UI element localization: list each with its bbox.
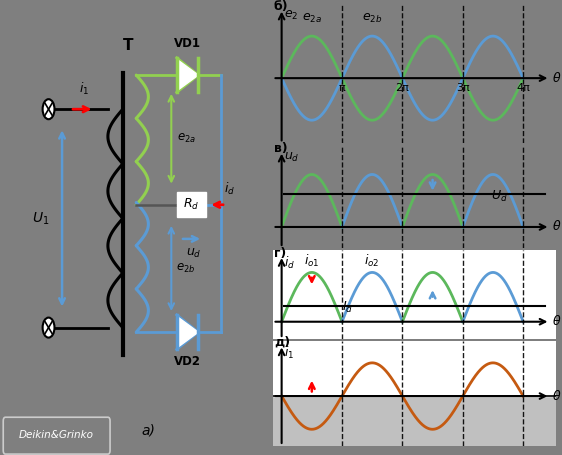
Circle shape: [43, 99, 55, 119]
Text: θ: θ: [553, 389, 561, 403]
Text: Deikin&Grinko: Deikin&Grinko: [19, 430, 94, 440]
Text: $i_1$: $i_1$: [284, 344, 294, 361]
Text: $i_d$: $i_d$: [284, 255, 296, 271]
Text: $u_d$: $u_d$: [284, 151, 300, 164]
Text: θ: θ: [553, 71, 561, 85]
Text: $e_2$: $e_2$: [284, 9, 299, 22]
Text: $U_d$: $U_d$: [491, 189, 507, 204]
Text: $e_{2a}$: $e_{2a}$: [302, 12, 322, 25]
FancyBboxPatch shape: [3, 417, 110, 454]
Text: б): б): [274, 0, 288, 13]
Text: $u_d$: $u_d$: [187, 247, 202, 260]
Bar: [178, 192, 206, 217]
Text: θ: θ: [553, 315, 561, 328]
Text: 2π: 2π: [396, 83, 409, 93]
Polygon shape: [176, 59, 198, 91]
Text: а): а): [142, 424, 155, 438]
Text: д): д): [274, 336, 290, 349]
Text: г): г): [274, 247, 286, 260]
Text: $i_{o1}$: $i_{o1}$: [304, 253, 320, 269]
Text: $i_d$: $i_d$: [224, 181, 235, 197]
Text: $e_{2b}$: $e_{2b}$: [362, 12, 382, 25]
Bar: [273, 341, 556, 396]
Text: $U_1$: $U_1$: [32, 210, 49, 227]
Text: VD1: VD1: [174, 37, 201, 50]
Bar: [273, 396, 556, 446]
Text: 4π: 4π: [516, 83, 530, 93]
Text: $i_{o2}$: $i_{o2}$: [365, 253, 380, 269]
Text: $R_d$: $R_d$: [183, 197, 200, 212]
Text: T: T: [123, 38, 133, 53]
Text: в): в): [274, 142, 287, 156]
Text: θ: θ: [553, 221, 561, 233]
Text: VD2: VD2: [174, 355, 201, 368]
Text: $e_{2b}$: $e_{2b}$: [176, 262, 196, 275]
Text: π: π: [339, 83, 345, 93]
Text: $e_{2a}$: $e_{2a}$: [176, 132, 196, 145]
Text: 3π: 3π: [456, 83, 470, 93]
Text: $i_1$: $i_1$: [79, 81, 89, 97]
Polygon shape: [176, 316, 198, 348]
Circle shape: [43, 318, 55, 338]
Text: $I_d$: $I_d$: [342, 300, 353, 315]
